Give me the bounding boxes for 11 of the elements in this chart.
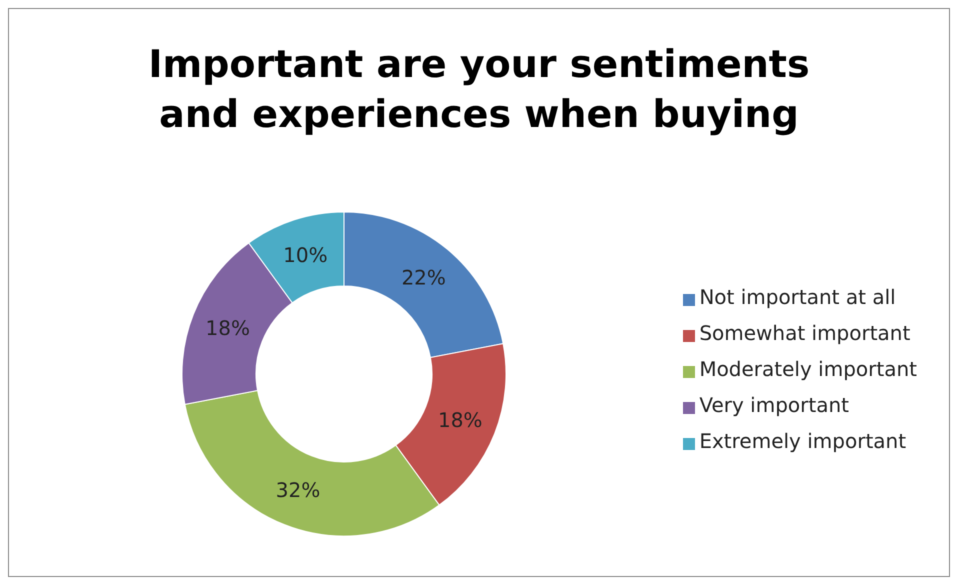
chart-title: Important are your sentiments and experiences when buying <box>147 41 811 138</box>
data-label: 22% <box>401 266 446 290</box>
data-label: 32% <box>276 478 320 502</box>
legend-label: Not important at all <box>699 285 896 309</box>
legend-label: Extremely important <box>699 429 906 453</box>
data-label: 18% <box>206 316 250 340</box>
data-label: 18% <box>438 408 482 432</box>
legend-label: Somewhat important <box>699 321 910 345</box>
legend-label: Very important <box>699 393 849 417</box>
legend-label: Moderately important <box>699 357 917 381</box>
data-label: 10% <box>283 243 328 268</box>
